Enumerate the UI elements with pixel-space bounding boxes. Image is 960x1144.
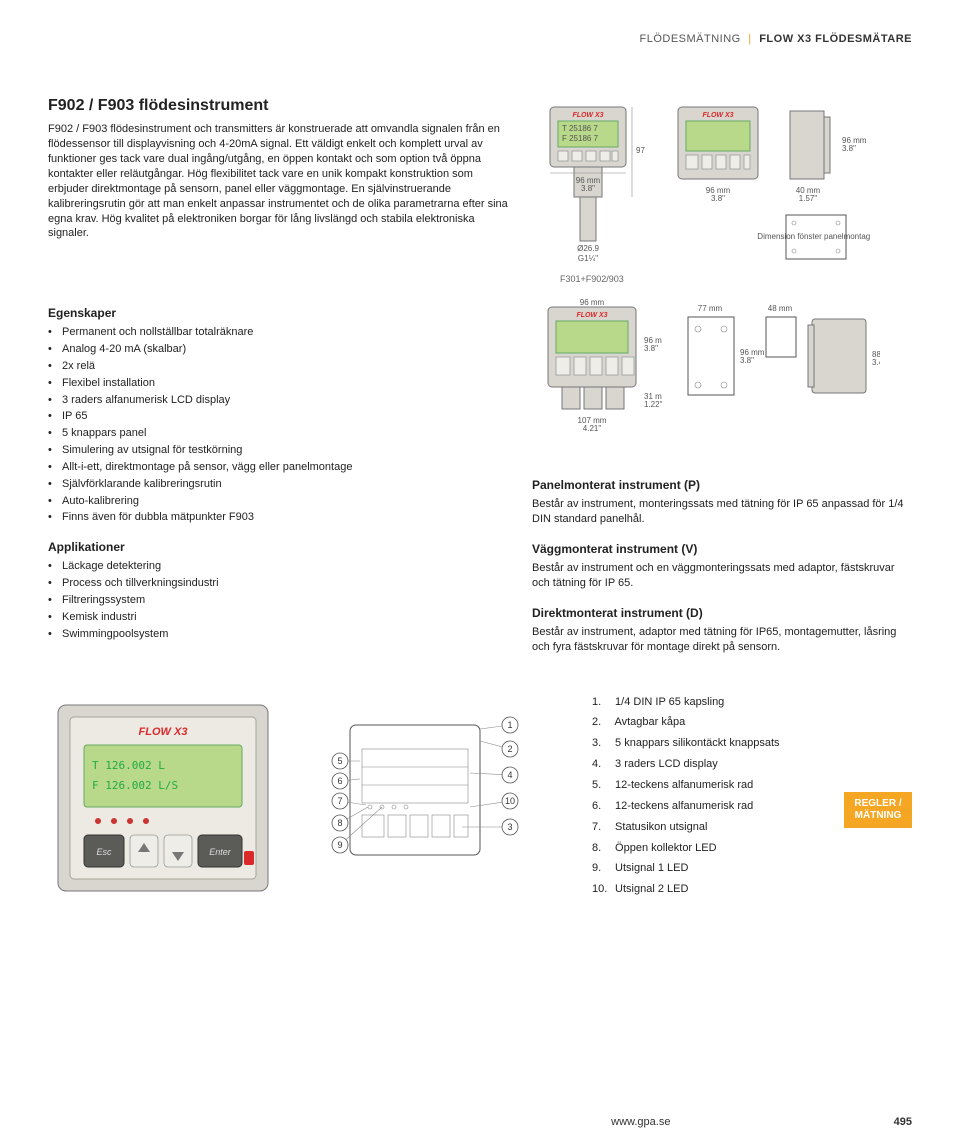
application-item: Swimmingpoolsystem: [48, 627, 508, 642]
svg-text:9: 9: [337, 840, 342, 850]
svg-text:G1¼": G1¼": [578, 254, 598, 263]
svg-text:T 126.002 L: T 126.002 L: [92, 759, 165, 772]
svg-text:48 mm: 48 mm: [768, 304, 793, 313]
svg-text:FLOW X3: FLOW X3: [576, 312, 607, 319]
svg-text:FLOW X3: FLOW X3: [139, 726, 188, 738]
variant-title: Väggmonterat instrument (V): [532, 541, 912, 557]
feature-item: Simulering av utsignal för testkörning: [48, 443, 508, 458]
svg-text:F 25186 7: F 25186 7: [562, 134, 599, 143]
brand-label: FLOW X3: [572, 112, 603, 119]
svg-text:Ø26.9: Ø26.9: [577, 244, 599, 253]
application-item: Filtreringssystem: [48, 593, 508, 608]
svg-text:T 25186 7: T 25186 7: [562, 124, 598, 133]
legend-item: 9. Utsignal 1 LED: [592, 861, 912, 876]
footer-page: 495: [894, 1115, 912, 1130]
diagram-transmitter-on-sensor: FLOW X3 T 25186 7 F 25186 7 97 Ø26.9 G1¼…: [532, 99, 652, 269]
applications-list: Läckage detektering Process och tillverkn…: [48, 559, 508, 641]
feature-item: 3 raders alfanumerisk LCD display: [48, 393, 508, 408]
features-title: Egenskaper: [48, 305, 508, 321]
legend-item: 3. 5 knappars silikontäckt knappsats: [592, 736, 912, 751]
feature-item: 5 knappars panel: [48, 426, 508, 441]
variant-title: Panelmonterat instrument (P): [532, 477, 912, 493]
variant-body: Består av instrument, monteringssats med…: [532, 497, 912, 527]
top-diagram-row: FLOW X3 T 25186 7 F 25186 7 97 Ø26.9 G1¼…: [532, 99, 912, 269]
application-item: Läckage detektering: [48, 559, 508, 574]
features-list: Permanent och nollställbar totalräknare A…: [48, 325, 508, 525]
page-title: F902 / F903 flödesinstrument: [48, 95, 508, 117]
feature-item: Auto-kalibrering: [48, 494, 508, 509]
variant-body: Består av instrument och en väggmonterin…: [532, 561, 912, 591]
legend-item: 4. 3 raders LCD display: [592, 757, 912, 772]
feature-item: Analog 4-20 mA (skalbar): [48, 342, 508, 357]
header-product: FLOW X3 FLÖDESMÄTARE: [759, 33, 912, 45]
diagram-wall-side: 77 mm 96 mm 3.8" 48 mm 88 mm 3.46": [680, 299, 880, 459]
svg-text:4: 4: [507, 770, 512, 780]
svg-text:4.21": 4.21": [583, 424, 602, 433]
svg-text:Dimension fönster panelmontage: Dimension fönster panelmontage: [757, 232, 870, 241]
legend-item: 8. Öppen kollektor LED: [592, 841, 912, 856]
svg-text:10: 10: [505, 796, 515, 806]
feature-item: Permanent och nollställbar totalräknare: [48, 325, 508, 340]
variant-body: Består av instrument, adaptor med tätnin…: [532, 625, 912, 655]
svg-text:77 mm: 77 mm: [698, 304, 723, 313]
footer-url: www.gpa.se: [611, 1115, 670, 1130]
legend-item: 5. 12-teckens alfanumerisk rad: [592, 778, 912, 793]
header-separator: |: [748, 33, 751, 45]
feature-item: Självförklarande kalibreringsrutin: [48, 477, 508, 492]
svg-text:Enter: Enter: [209, 847, 232, 857]
page-footer: www.gpa.se 495: [0, 1115, 960, 1130]
svg-text:3: 3: [507, 822, 512, 832]
svg-text:5: 5: [337, 756, 342, 766]
feature-item: IP 65: [48, 409, 508, 424]
svg-text:3.8": 3.8": [740, 356, 754, 365]
feature-item: 2x relä: [48, 359, 508, 374]
tab-line2: MÄTNING: [855, 810, 902, 821]
svg-text:3.46": 3.46": [872, 358, 880, 367]
svg-text:7: 7: [337, 796, 342, 806]
applications-title: Applikationer: [48, 539, 508, 555]
legend-item: 2. Avtagbar kåpa: [592, 715, 912, 730]
svg-text:1.57": 1.57": [799, 194, 818, 203]
header-category: FLÖDESMÄTNING: [639, 33, 740, 45]
intro-paragraph: F902 / F903 flödesinstrument och transmi…: [48, 122, 508, 241]
tab-line1: REGLER /: [854, 798, 901, 809]
svg-text:FLOW X3: FLOW X3: [702, 112, 733, 119]
svg-text:1.22": 1.22": [644, 400, 662, 409]
legend-item: 1. 1/4 DIN IP 65 kapsling: [592, 695, 912, 710]
svg-text:8: 8: [337, 818, 342, 828]
page-header: FLÖDESMÄTNING | FLOW X3 FLÖDESMÄTARE: [48, 32, 912, 47]
application-item: Kemisk industri: [48, 610, 508, 625]
svg-text:F 126.002 L/S: F 126.002 L/S: [92, 779, 178, 792]
figure-caption: F301+F902/903: [560, 273, 912, 285]
diagram-front-side: FLOW X3 96 mm 3.8" 96 mm 3.8" 40 mm 1.57…: [670, 99, 870, 269]
variant-title: Direktmonterat instrument (D): [532, 605, 912, 621]
feature-item: Allt-i-ett, direktmontage på sensor, väg…: [48, 460, 508, 475]
mid-diagram-row: FLOW X3 107 mm 4.21" 96 mm 3.8" 31 mm 1.…: [532, 299, 912, 459]
feature-item: Flexibel installation: [48, 376, 508, 391]
panel-face-drawing: FLOW X3 T 126.002 L F 126.002 L/S Esc En…: [48, 695, 288, 910]
svg-text:Esc: Esc: [96, 847, 112, 857]
svg-text:2: 2: [507, 744, 512, 754]
feature-item: Finns även för dubbla mätpunkter F903: [48, 510, 508, 525]
section-tab: REGLER / MÄTNING: [844, 792, 912, 828]
svg-text:3.8": 3.8": [581, 184, 595, 193]
svg-text:3.8": 3.8": [842, 144, 856, 153]
svg-text:3.8": 3.8": [711, 194, 725, 203]
svg-text:6: 6: [337, 776, 342, 786]
svg-text:1: 1: [507, 720, 512, 730]
variants-block: Panelmonterat instrument (P) Består av in…: [532, 477, 912, 655]
callout-drawing: 1 2 4 5 6 7 8 9 10 3: [310, 695, 570, 910]
legend-item: 10. Utsignal 2 LED: [592, 882, 912, 897]
svg-text:97: 97: [636, 146, 645, 155]
application-item: Process och tillverkningsindustri: [48, 576, 508, 591]
svg-text:96 mm: 96 mm: [580, 299, 605, 307]
diagram-wall-front: FLOW X3 107 mm 4.21" 96 mm 3.8" 31 mm 1.…: [532, 299, 662, 459]
svg-text:3.8": 3.8": [644, 344, 658, 353]
